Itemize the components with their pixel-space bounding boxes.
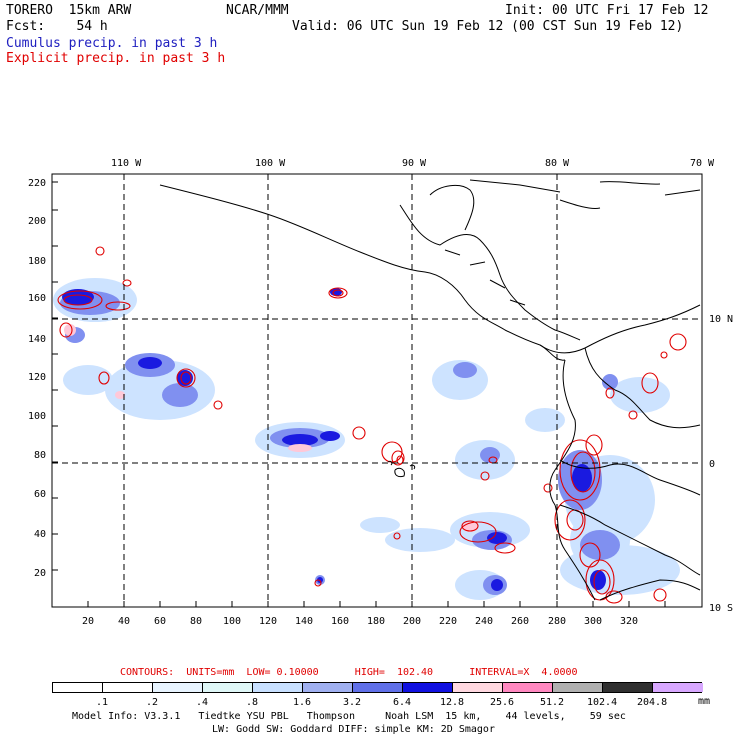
contour-info: CONTOURS: UNITS=mm LOW= 0.10000 HIGH= 10…	[120, 667, 578, 678]
x-tick-label: 80	[190, 616, 202, 627]
x-tick-label: 320	[620, 616, 638, 627]
center-name: NCAR/MMM	[226, 3, 289, 18]
y-tick-label: 120	[28, 372, 46, 383]
colorbar-tick-label: 204.8	[637, 697, 668, 708]
x-tick-label: 40	[118, 616, 130, 627]
y-tick-label: 60	[34, 489, 46, 500]
colorbar-swatch	[653, 683, 703, 692]
colorbar-tick-label: .1	[96, 697, 109, 708]
valid-time: Valid: 06 UTC Sun 19 Feb 12 (00 CST Sun …	[292, 19, 684, 34]
colorbar-tick-label: 1.6	[293, 697, 312, 708]
colorbar-swatch	[553, 683, 603, 692]
model-info: Model Info: V3.3.1 Tiedtke YSU PBL Thomp…	[72, 711, 626, 722]
colorbar-tick-label: .4	[196, 697, 209, 708]
colorbar-swatch	[403, 683, 453, 692]
model-title: TORERO 15km ARW	[6, 3, 132, 18]
colorbar	[52, 682, 703, 693]
colorbar-swatch	[603, 683, 653, 692]
x-tick-label: 200	[403, 616, 421, 627]
x-tick-label: 180	[367, 616, 385, 627]
x-tick-label: 280	[548, 616, 566, 627]
lon-label: 70 W	[690, 158, 715, 169]
colorbar-swatch	[353, 683, 403, 692]
coastlines	[159, 179, 701, 601]
legend-explicit: Explicit precip. in past 3 h	[6, 51, 226, 66]
colorbar-tick-label: .8	[246, 697, 259, 708]
y-tick-label: 20	[34, 568, 46, 579]
x-tick-label: 60	[154, 616, 166, 627]
latlon-grid	[52, 174, 702, 607]
colorbar-swatch	[303, 683, 353, 692]
init-time: Init: 00 UTC Fri 17 Feb 12	[505, 3, 709, 18]
y-tick-label: 40	[34, 529, 46, 540]
colorbar-swatch	[503, 683, 553, 692]
colorbar-swatch	[453, 683, 503, 692]
colorbar-swatch	[103, 683, 153, 692]
colorbar-swatch	[153, 683, 203, 692]
y-tick-label: 140	[28, 334, 46, 345]
x-tick-label: 300	[584, 616, 602, 627]
lat-label: 0	[709, 459, 715, 470]
y-tick-label: 200	[28, 216, 46, 227]
x-tick-label: 260	[511, 616, 529, 627]
colorbar-tick-label: 3.2	[343, 697, 362, 708]
x-tick-label: 100	[223, 616, 241, 627]
forecast-hour: Fcst: 54 h	[6, 19, 108, 34]
x-tick-label: 120	[259, 616, 277, 627]
legend-cumulus: Cumulus precip. in past 3 h	[6, 36, 218, 51]
physics-info: LW: Godd SW: Goddard DIFF: simple KM: 2D…	[212, 724, 495, 735]
colorbar-tick-label: 12.8	[440, 697, 465, 708]
y-tick-label: 220	[28, 178, 46, 189]
colorbar-tick-label: 6.4	[393, 697, 412, 708]
x-ticks	[52, 181, 666, 607]
x-tick-label: 20	[82, 616, 94, 627]
y-tick-label: 160	[28, 293, 46, 304]
x-tick-label: 240	[475, 616, 493, 627]
x-tick-label: 220	[439, 616, 457, 627]
lon-label: 110 W	[111, 158, 142, 169]
x-tick-label: 160	[331, 616, 349, 627]
x-tick-label: 140	[295, 616, 313, 627]
colorbar-swatch	[253, 683, 303, 692]
lon-label: 90 W	[402, 158, 427, 169]
colorbar-tick-label: .2	[146, 697, 159, 708]
y-tick-label: 80	[34, 450, 46, 461]
colorbar-tick-label: 25.6	[490, 697, 515, 708]
y-tick-label: 100	[28, 411, 46, 422]
y-tick-label: 180	[28, 256, 46, 267]
lat-label: 10 S	[709, 603, 733, 614]
lon-label: 100 W	[255, 158, 286, 169]
colorbar-unit: mm	[698, 696, 711, 707]
colorbar-swatch	[203, 683, 253, 692]
lat-label: 10 N	[709, 314, 733, 325]
precip-shading	[53, 278, 680, 600]
colorbar-tick-label: 51.2	[540, 697, 565, 708]
colorbar-swatch	[53, 683, 103, 692]
colorbar-tick-label: 102.4	[587, 697, 618, 708]
lon-label: 80 W	[545, 158, 570, 169]
